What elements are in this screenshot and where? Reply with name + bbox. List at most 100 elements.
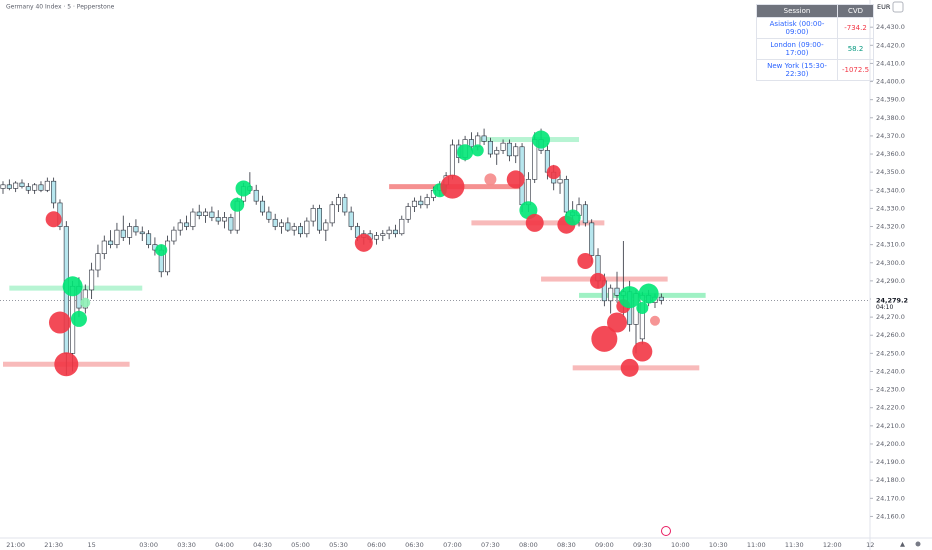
y-tick-label: 24,430.0 xyxy=(876,23,905,31)
bubble xyxy=(457,144,474,161)
bubble xyxy=(230,197,245,212)
candle-body xyxy=(411,200,417,207)
x-tick-label: 04:00 xyxy=(215,541,234,549)
x-tick-label: 08:00 xyxy=(519,541,538,549)
candle-body xyxy=(563,179,569,213)
candle-body xyxy=(108,240,114,245)
x-tick-label: 08:30 xyxy=(557,541,576,549)
candle-body xyxy=(32,184,38,191)
chart-title: Germany 40 Index · 5 · Pepperstone xyxy=(6,4,115,11)
candle-body xyxy=(494,150,500,155)
x-tick-label: 12:00 xyxy=(823,541,842,549)
session-cvd: 58.2 xyxy=(836,38,875,60)
bubble xyxy=(354,233,373,252)
bubble xyxy=(532,130,551,149)
x-tick-label: 07:30 xyxy=(481,541,500,549)
candle-body xyxy=(266,211,272,220)
x-tick-label: 05:00 xyxy=(291,541,310,549)
last-price-box xyxy=(871,295,911,313)
session-name: New York (15:30-22:30) xyxy=(756,59,838,81)
x-tick-label: 03:30 xyxy=(177,541,196,549)
candle-body xyxy=(291,226,297,231)
candle-body xyxy=(38,184,44,191)
bubble xyxy=(607,312,628,333)
y-tick-label: 24,250.0 xyxy=(876,349,905,357)
y-tick-label: 24,300.0 xyxy=(876,259,905,267)
bubble xyxy=(546,165,561,180)
candle-body xyxy=(0,184,6,189)
candle-body xyxy=(44,180,50,191)
y-tick-label: 24,330.0 xyxy=(876,204,905,212)
y-tick-label: 24,190.0 xyxy=(876,458,905,466)
bubble xyxy=(471,144,484,157)
candle-body xyxy=(525,179,531,206)
x-tick-label: 05:30 xyxy=(329,541,348,549)
y-tick-label: 24,240.0 xyxy=(876,367,905,375)
table-header: Session xyxy=(756,4,838,18)
y-tick-label: 24,410.0 xyxy=(876,59,905,67)
level-band xyxy=(477,137,580,143)
candle-body xyxy=(323,222,329,231)
x-tick-label: 11:00 xyxy=(747,541,766,549)
y-tick-label: 24,290.0 xyxy=(876,277,905,285)
x-tick-label: 10:30 xyxy=(709,541,728,549)
bubble xyxy=(155,244,168,257)
candle-body xyxy=(310,208,316,222)
candle-body xyxy=(468,139,474,148)
currency[interactable]: EUR xyxy=(877,3,891,11)
candle-body xyxy=(279,222,285,227)
candle-body xyxy=(658,296,664,301)
candle-body xyxy=(13,182,19,189)
bubble xyxy=(638,283,659,304)
candle-body xyxy=(196,211,202,216)
bubble xyxy=(632,341,653,362)
candle-body xyxy=(418,200,424,206)
session-table: Session CVD Asiatisk (00:00-09:00) -734.2 … xyxy=(756,4,875,81)
bubble xyxy=(45,211,62,228)
candle-body xyxy=(25,186,31,191)
bubble xyxy=(577,252,594,269)
candle-body xyxy=(399,218,405,235)
x-tick-label: 15 xyxy=(87,541,95,549)
candle-body xyxy=(386,229,392,235)
candle-body xyxy=(133,226,139,233)
y-tick-label: 24,170.0 xyxy=(876,494,905,502)
auto-scale[interactable]: ▲ xyxy=(900,540,905,548)
candle-body xyxy=(335,197,341,206)
bubble xyxy=(48,311,71,334)
candle-body xyxy=(329,204,335,224)
candle-body xyxy=(272,218,278,227)
event-icon[interactable] xyxy=(661,526,671,536)
y-tick-label: 24,340.0 xyxy=(876,186,905,194)
bubble xyxy=(484,173,497,186)
x-tick-label: 11:30 xyxy=(785,541,804,549)
candle-body xyxy=(6,184,12,189)
candle-body xyxy=(392,229,398,235)
candle-body xyxy=(513,146,519,157)
candle-body xyxy=(228,217,234,231)
x-tick-label: 21:30 xyxy=(44,541,63,549)
y-tick-label: 24,260.0 xyxy=(876,331,905,339)
x-tick-label: 06:00 xyxy=(367,541,386,549)
y-tick-label: 24,320.0 xyxy=(876,223,905,231)
candle-body xyxy=(557,179,563,184)
settings-dot[interactable] xyxy=(915,541,921,547)
y-tick-label: 24,270.0 xyxy=(876,313,905,321)
y-tick-label: 24,210.0 xyxy=(876,422,905,430)
y-tick-label: 24,380.0 xyxy=(876,114,905,122)
plot xyxy=(0,128,870,377)
candle-body xyxy=(298,226,304,235)
table-header: CVD xyxy=(836,4,875,18)
candle-body xyxy=(608,287,614,302)
candle-body xyxy=(120,229,126,238)
bubble xyxy=(636,302,649,315)
bubble xyxy=(620,358,639,377)
candle-body xyxy=(177,222,183,231)
y-tick-label: 24,390.0 xyxy=(876,96,905,104)
session-cvd: -734.2 xyxy=(836,17,875,39)
candle-body xyxy=(101,240,107,254)
settings-icon[interactable] xyxy=(892,1,904,13)
candle-body xyxy=(114,229,120,245)
candle-body xyxy=(582,204,588,224)
x-tick-label: 12 xyxy=(866,541,874,549)
